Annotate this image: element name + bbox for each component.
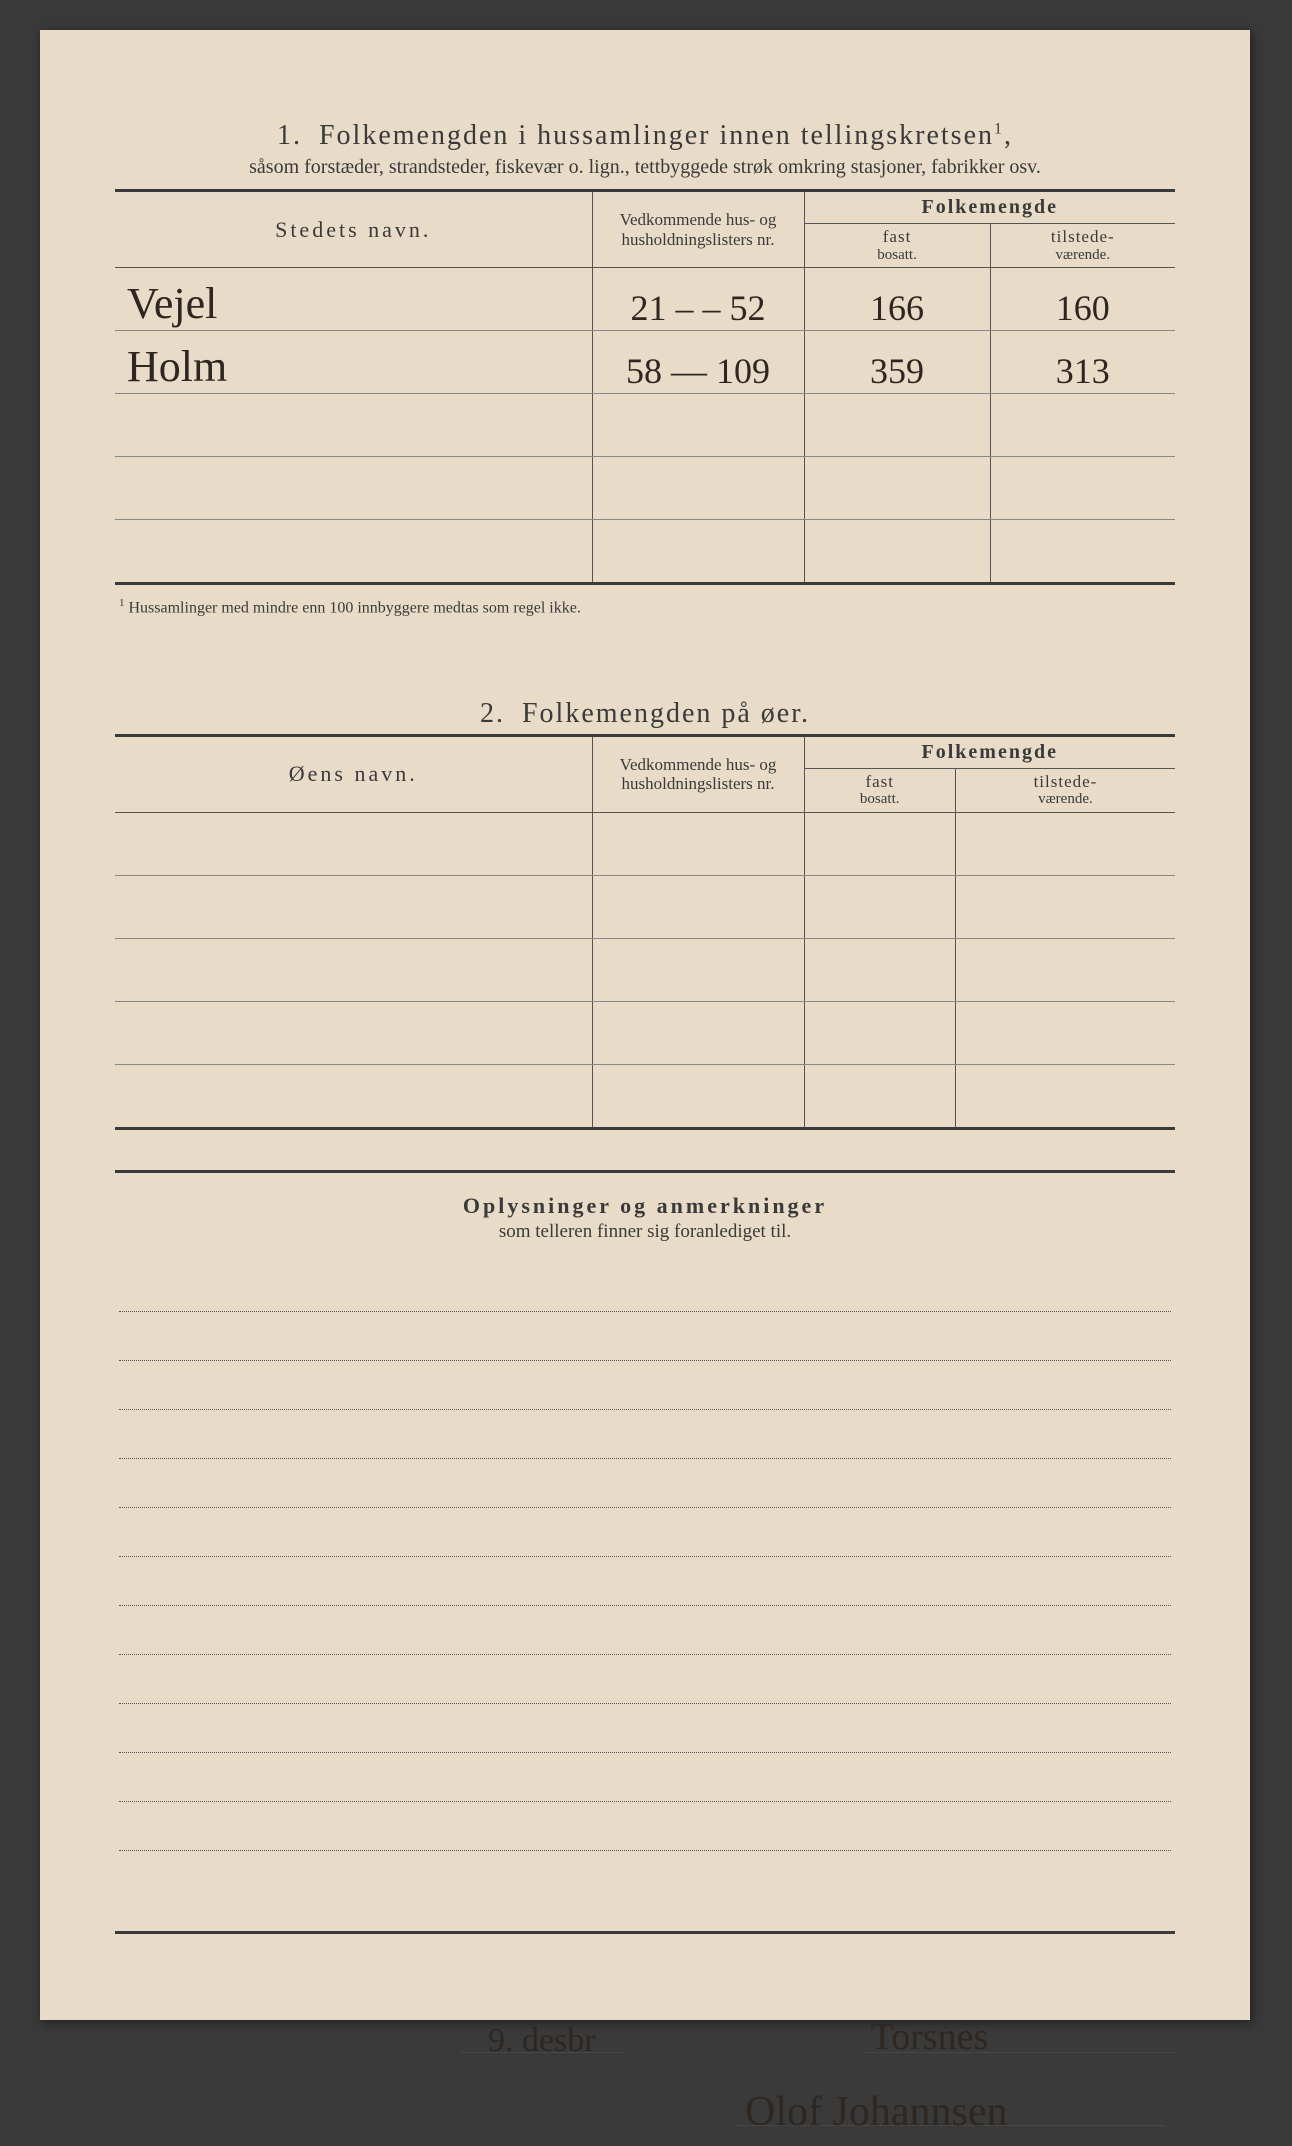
footer-year: 1920 [623, 2025, 667, 2051]
cell-til: 313 [990, 331, 1175, 394]
col-til-bot: værende. [962, 791, 1169, 808]
table-row [115, 812, 1175, 875]
blank-line [119, 1802, 1171, 1851]
section3: Oplysninger og anmerkninger som telleren… [115, 1170, 1175, 1934]
blank-line [119, 1704, 1171, 1753]
footer-date-fill: 9. desbr [461, 2018, 623, 2053]
section2-title-text: Folkemengden på øer. [522, 698, 810, 729]
col-til-top: tilstede- [997, 228, 1169, 247]
col-fast-bot: bosatt. [811, 791, 949, 808]
hw-name: Vejel [127, 279, 217, 328]
section3-subtitle: som telleren finner sig foranlediget til… [115, 1221, 1175, 1243]
section1-body: Vejel 21 – – 52 166 160 Holm 58 — 109 35… [115, 268, 1175, 584]
table-row [115, 520, 1175, 584]
table-row [115, 1001, 1175, 1064]
col-tilstede: tilstede- værende. [955, 768, 1175, 812]
hw-til: 160 [1056, 288, 1110, 328]
hw-name: Holm [127, 342, 227, 391]
section2-title: 2. Folkemengden på øer. [115, 698, 1175, 730]
col-fast: fast bosatt. [804, 768, 955, 812]
col-fast-top: fast [811, 773, 949, 792]
blank-line [119, 1508, 1171, 1557]
table-row [115, 394, 1175, 457]
section1-number: 1. [277, 120, 302, 151]
remarks-lines [115, 1263, 1175, 1931]
col-fast-bot: bosatt. [811, 247, 984, 264]
hw-signature: Olof Johannsen [745, 2089, 1007, 2135]
table-row [115, 1064, 1175, 1128]
col-folkemengde: Folkemengde [804, 735, 1175, 768]
section1-title-sup: 1 [994, 121, 1004, 138]
blank-line [119, 1606, 1171, 1655]
section2: 2. Folkemengden på øer. Øens navn. Vedko… [115, 698, 1175, 1130]
section2-number: 2. [480, 698, 505, 729]
hw-date: 9. desbr [488, 2022, 596, 2059]
blank-line [119, 1263, 1171, 1312]
footer-prefix: Listen er utfylt av undertegnede og den [115, 2025, 461, 2051]
table-row [115, 875, 1175, 938]
cell-lists: 21 – – 52 [592, 268, 804, 331]
col-folkemengde: Folkemengde [804, 191, 1175, 224]
blank-line [119, 1361, 1171, 1410]
col-til-top: tilstede- [962, 773, 1169, 792]
signature-caption: (Tellerens underskrift.) [115, 2128, 1165, 2146]
section1-subtitle: såsom forstæder, strandsteder, fiskevær … [115, 156, 1175, 179]
footnote-text: Hussamlinger med mindre enn 100 innbygge… [129, 600, 581, 617]
signature-block: Olof Johannsen (Tellerens underskrift.) [115, 2083, 1175, 2146]
col-lists: Vedkommende hus- og husholdningslisters … [592, 191, 804, 268]
section1-footnote: 1 Hussamlinger med mindre enn 100 innbyg… [119, 597, 1175, 617]
table-row: Vejel 21 – – 52 166 160 [115, 268, 1175, 331]
blank-line [119, 1410, 1171, 1459]
col-stedets-navn: Stedets navn. [115, 191, 592, 268]
census-form-page: 1. Folkemengden i hussamlinger innen tel… [40, 30, 1250, 2020]
footer-mid: avgitt til ordføreren i [675, 2025, 859, 2051]
blank-line [119, 1312, 1171, 1361]
signature-line: Olof Johannsen [735, 2083, 1165, 2126]
cell-name: Vejel [115, 268, 592, 331]
hw-lists: 58 — 109 [626, 351, 770, 391]
col-oens-navn: Øens navn. [115, 735, 592, 812]
table-row [115, 457, 1175, 520]
section2-body [115, 812, 1175, 1128]
section1-title-text: Folkemengden i hussamlinger innen tellin… [319, 120, 994, 151]
hw-place: Torsnes [871, 2016, 989, 2058]
footer-place-fill: Torsnes [865, 2014, 1175, 2053]
cell-lists: 58 — 109 [592, 331, 804, 394]
table-row: Holm 58 — 109 359 313 [115, 331, 1175, 394]
footer-statement: Listen er utfylt av undertegnede og den … [115, 2014, 1175, 2053]
col-fast-top: fast [811, 228, 984, 247]
section1-title: 1. Folkemengden i hussamlinger innen tel… [115, 120, 1175, 152]
footnote-mark: 1 [119, 597, 125, 609]
hw-fast: 166 [870, 288, 924, 328]
blank-line [119, 1655, 1171, 1704]
hw-lists: 21 – – 52 [631, 288, 766, 328]
cell-til: 160 [990, 268, 1175, 331]
section1-table: Stedets navn. Vedkommende hus- og hushol… [115, 189, 1175, 585]
col-til-bot: værende. [997, 247, 1169, 264]
blank-line [119, 1851, 1171, 1931]
cell-fast: 166 [804, 268, 990, 331]
col-tilstede: tilstede- værende. [990, 224, 1175, 268]
cell-fast: 359 [804, 331, 990, 394]
section2-table: Øens navn. Vedkommende hus- og husholdni… [115, 734, 1175, 1130]
col-lists: Vedkommende hus- og husholdningslisters … [592, 735, 804, 812]
blank-line [119, 1459, 1171, 1508]
hw-til: 313 [1056, 351, 1110, 391]
blank-line [119, 1753, 1171, 1802]
blank-line [119, 1557, 1171, 1606]
section3-title: Oplysninger og anmerkninger [115, 1193, 1175, 1219]
col-fast: fast bosatt. [804, 224, 990, 268]
hw-fast: 359 [870, 351, 924, 391]
table-row [115, 938, 1175, 1001]
cell-name: Holm [115, 331, 592, 394]
